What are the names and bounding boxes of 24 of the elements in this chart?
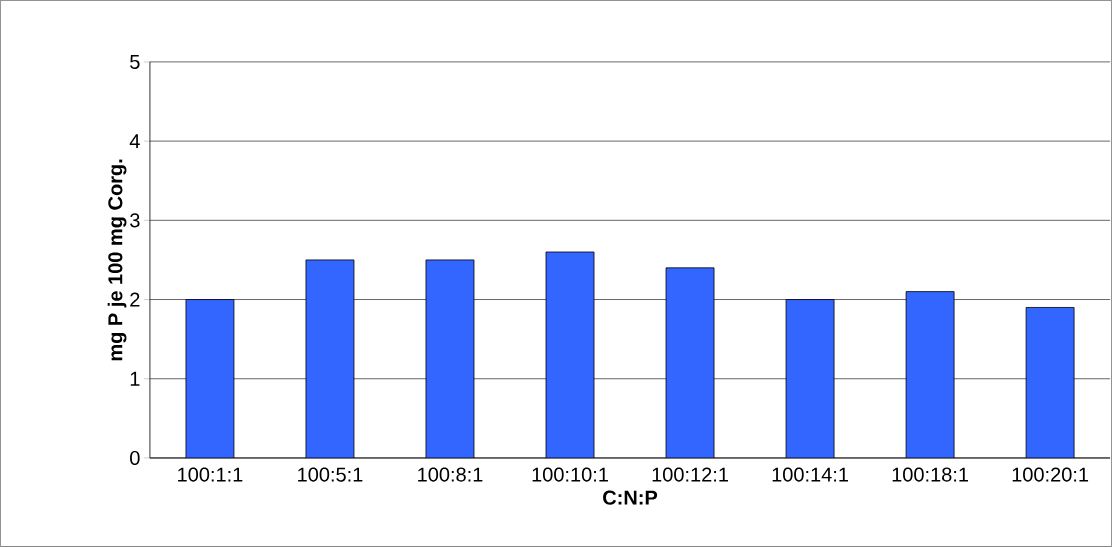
- x-tick-label: 100:8:1: [418, 467, 483, 482]
- y-axis-title: mg P je 100 mg Corg.: [107, 159, 127, 361]
- x-tick-label: 100:5:1: [298, 467, 363, 482]
- bar: [305, 259, 354, 459]
- bar: [1025, 307, 1075, 459]
- x-tick-label: 100:20:1: [1012, 467, 1089, 482]
- x-tick-label: 100:1:1: [178, 467, 243, 482]
- y-tick-label: 2: [130, 292, 140, 307]
- x-tick-label: 100:12:1: [652, 467, 728, 482]
- x-tick-label: 100:14:1: [772, 467, 848, 482]
- y-tick-label: 1: [130, 371, 140, 386]
- bar: [185, 299, 234, 459]
- y-tick-label: 5: [130, 54, 140, 69]
- x-tick-label: 100:10:1: [532, 467, 608, 482]
- bar: [786, 299, 835, 459]
- bar: [906, 291, 955, 459]
- x-axis-title: C:N:P: [603, 490, 658, 505]
- bar: [546, 252, 595, 459]
- y-tick-label: 3: [130, 213, 140, 228]
- bar: [425, 259, 474, 459]
- x-tick-label: 100:18:1: [892, 467, 969, 482]
- y-tick-label: 0: [130, 450, 140, 466]
- y-tick-label: 4: [129, 134, 140, 149]
- bar: [666, 267, 715, 459]
